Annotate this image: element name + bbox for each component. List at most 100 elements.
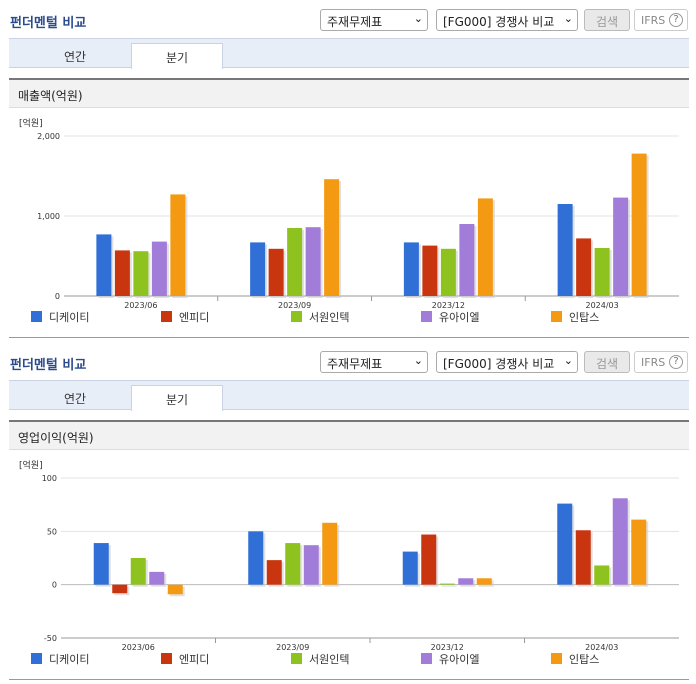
unit-label: [억원]	[19, 117, 43, 129]
bar	[557, 204, 573, 296]
bar	[458, 578, 474, 585]
x-tick-label: 2024/03	[586, 301, 619, 310]
section-title: 영업이익(억원)	[9, 420, 689, 450]
legend-swatch	[291, 311, 302, 322]
period-tabs: 연간 분기	[9, 38, 689, 69]
bar	[149, 571, 165, 585]
legend-swatch	[161, 653, 172, 664]
statement-type-value: 주재무제표	[327, 15, 383, 29]
peer-group-value: [FG000] 경쟁사 비교	[443, 357, 555, 371]
legend-label: 유아이엘	[439, 653, 479, 666]
chevron-down-icon: ⌄	[563, 354, 573, 367]
panel-header: 펀더멘털 비교 주재무제표 ⌄ [FG000] 경쟁사 비교 ⌄ 검색 IFRS…	[0, 0, 696, 36]
y-tick-label: 2,000	[37, 132, 60, 141]
ifrs-label: IFRS	[641, 14, 666, 27]
y-tick-label: -50	[44, 634, 57, 643]
bar	[439, 583, 455, 585]
bar	[322, 522, 338, 585]
legend-label: 인탑스	[569, 653, 599, 666]
bar	[421, 534, 437, 585]
period-tabs: 연간 분기	[9, 380, 689, 411]
bar	[248, 531, 264, 585]
legend-label: 유아이엘	[439, 311, 479, 324]
bar	[303, 545, 319, 585]
legend-label: 서원인텍	[309, 311, 349, 324]
x-tick-label: 2023/09	[278, 301, 311, 310]
bar	[631, 153, 647, 296]
bar	[305, 227, 321, 296]
bar	[575, 530, 591, 585]
statement-type-select[interactable]: 주재무제표 ⌄	[320, 351, 428, 373]
bar	[594, 565, 610, 585]
legend-label: 서원인텍	[309, 653, 349, 666]
bar	[114, 250, 130, 296]
bar	[133, 251, 149, 296]
legend-label: 엔피디	[179, 653, 209, 666]
bar	[403, 242, 419, 296]
bar	[285, 543, 301, 585]
legend-swatch	[551, 653, 562, 664]
bar	[151, 241, 167, 296]
fundamental-panel-operating-profit: 펀더멘털 비교 주재무제표 ⌄ [FG000] 경쟁사 비교 ⌄ 검색 IFRS…	[0, 342, 696, 684]
legend-label: 디케이티	[49, 653, 89, 666]
peer-group-select[interactable]: [FG000] 경쟁사 비교 ⌄	[436, 9, 578, 31]
bar	[440, 248, 456, 296]
tab-quarterly[interactable]: 분기	[131, 385, 223, 411]
bar	[268, 248, 284, 296]
x-tick-label: 2023/06	[122, 643, 155, 652]
legend-swatch	[291, 653, 302, 664]
bar	[459, 224, 475, 296]
statement-type-select[interactable]: 주재무제표 ⌄	[320, 9, 428, 31]
bar	[402, 551, 418, 585]
ifrs-help-button[interactable]: IFRS ?	[634, 9, 688, 31]
help-icon: ?	[669, 355, 683, 369]
help-icon: ?	[669, 13, 683, 27]
divider	[9, 337, 689, 338]
bar-shadow	[441, 585, 457, 587]
x-tick-label: 2024/03	[585, 643, 618, 652]
search-button[interactable]: 검색	[584, 351, 630, 373]
peer-group-select[interactable]: [FG000] 경쟁사 비교 ⌄	[436, 351, 578, 373]
x-tick-label: 2023/06	[124, 301, 157, 310]
legend-label: 디케이티	[49, 311, 89, 324]
statement-type-value: 주재무제표	[327, 357, 383, 371]
y-tick-label: 50	[47, 527, 57, 536]
panel-title: 펀더멘털 비교	[10, 358, 87, 373]
legend-label: 엔피디	[179, 311, 209, 324]
bar	[167, 584, 183, 595]
chevron-down-icon: ⌄	[413, 354, 423, 367]
bar	[112, 584, 128, 594]
bar	[422, 245, 438, 296]
unit-label: [억원]	[19, 459, 43, 471]
tab-annual[interactable]: 연간	[63, 392, 87, 406]
legend-label: 인탑스	[569, 311, 599, 324]
ifrs-label: IFRS	[641, 356, 666, 369]
ifrs-help-button[interactable]: IFRS ?	[634, 351, 688, 373]
bar	[576, 238, 592, 296]
tab-annual[interactable]: 연간	[63, 50, 87, 64]
bar	[477, 198, 493, 296]
bar	[557, 503, 573, 585]
bar	[613, 197, 629, 296]
fundamental-panel-sales: 펀더멘털 비교 주재무제표 ⌄ [FG000] 경쟁사 비교 ⌄ 검색 IFRS…	[0, 0, 696, 338]
legend-swatch	[31, 653, 42, 664]
bar	[130, 558, 146, 585]
bar	[170, 194, 186, 296]
bar	[287, 228, 303, 296]
bar	[612, 498, 628, 585]
y-tick-label: 1,000	[37, 212, 60, 221]
tab-quarterly[interactable]: 분기	[131, 43, 223, 69]
x-tick-label: 2023/12	[432, 301, 465, 310]
legend-swatch	[421, 311, 432, 322]
legend-swatch	[551, 311, 562, 322]
bar	[324, 179, 340, 296]
x-tick-label: 2023/09	[276, 643, 309, 652]
search-button[interactable]: 검색	[584, 9, 630, 31]
y-tick-label: 100	[42, 474, 57, 483]
bar	[594, 248, 610, 296]
operating-profit-bar-chart: [억원] -50 0 50 100 2023/06 2023/09 2023/12 2024/0…	[19, 459, 679, 666]
legend-swatch	[161, 311, 172, 322]
x-tick-label: 2023/12	[431, 643, 464, 652]
chevron-down-icon: ⌄	[563, 12, 573, 25]
bar	[93, 543, 109, 585]
